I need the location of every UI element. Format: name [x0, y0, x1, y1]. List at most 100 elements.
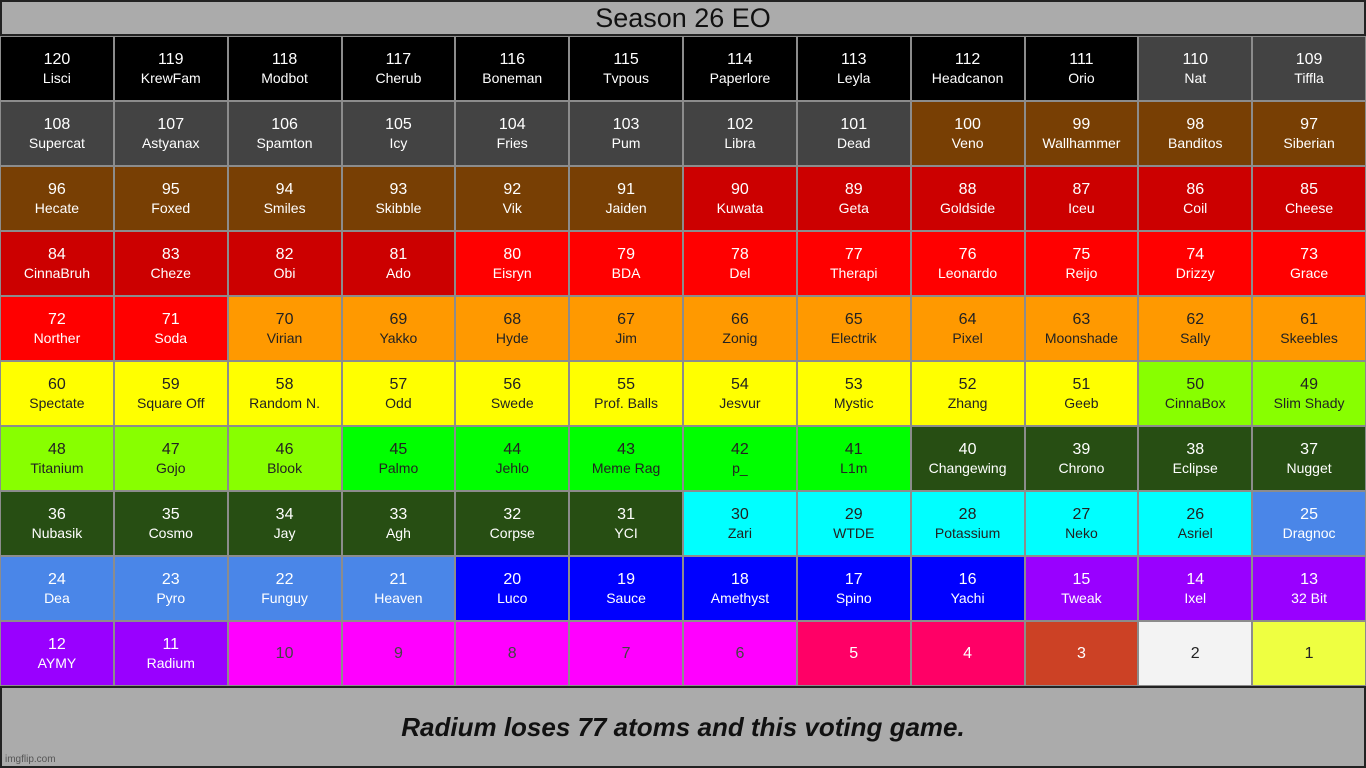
contestant-cell: 26 Asriel	[1138, 491, 1253, 556]
placement-number: 59	[161, 375, 180, 393]
contestant-cell: 101 Dead	[796, 101, 911, 166]
board-title: Season 26 EO	[595, 2, 771, 33]
contestant-cell: 53 Mystic	[796, 361, 911, 426]
contestant-cell: 109 Tiffla	[1252, 36, 1366, 101]
placement-number: 43	[617, 440, 635, 458]
contestant-name: Spino	[835, 589, 872, 606]
placement-number: 63	[1072, 310, 1091, 328]
placement-number: 3	[1076, 644, 1086, 662]
contestant-name: Nat	[1184, 69, 1207, 86]
contestant-name: Cosmo	[148, 524, 193, 541]
placement-number: 115	[613, 50, 639, 68]
contestant-name: WTDE	[833, 524, 875, 541]
contestant-cell: 2	[1138, 621, 1253, 686]
contestant-name: Square Off	[137, 394, 205, 411]
contestant-cell: 79 BDA	[569, 231, 683, 296]
contestant-name: Lisci	[42, 69, 71, 86]
contestant-name: BDA	[611, 264, 641, 281]
contestant-name: Eclipse	[1172, 459, 1218, 476]
contestant-name: Spamton	[256, 134, 313, 151]
contestant-name: Meme Rag	[591, 459, 661, 476]
contestant-name: Prof. Balls	[594, 394, 658, 411]
contestant-name: Mystic	[833, 394, 874, 411]
placement-number: 71	[161, 310, 180, 328]
contestant-name: Electrik	[830, 329, 877, 346]
contestant-cell: 9	[341, 621, 456, 686]
contestant-cell: 120 Lisci	[0, 36, 114, 101]
placement-number: 27	[1072, 505, 1091, 523]
contestant-name: Pum	[611, 134, 641, 151]
contestant-name: p_	[732, 459, 748, 476]
placement-number: 82	[275, 245, 294, 263]
placement-number: 48	[48, 440, 66, 458]
placement-number: 14	[1186, 570, 1205, 588]
placement-number: 56	[503, 375, 522, 393]
contestant-cell: 99 Wallhammer	[1024, 101, 1139, 166]
contestant-cell: 100 Veno	[910, 101, 1025, 166]
contestant-name: Modbot	[261, 69, 308, 86]
placement-number: 120	[43, 50, 71, 68]
placement-number: 35	[161, 505, 180, 523]
contestant-cell: 110 Nat	[1138, 36, 1253, 101]
contestant-cell: 58 Random N.	[227, 361, 342, 426]
placement-number: 52	[958, 375, 977, 393]
contestant-cell: 8	[455, 621, 570, 686]
contestant-name: Libra	[724, 134, 756, 151]
contestant-cell: 85 Cheese	[1252, 166, 1366, 231]
contestant-cell: 54 Jesvur	[683, 361, 797, 426]
contestant-cell: 114 Paperlore	[683, 36, 797, 101]
contestant-name: Banditos	[1168, 134, 1223, 151]
contestant-cell: 14 Ixel	[1138, 556, 1253, 621]
placement-number: 97	[1300, 115, 1318, 133]
contestant-name: Sally	[1180, 329, 1211, 346]
placement-number: 85	[1300, 180, 1318, 198]
contestant-cell: 36 Nubasik	[0, 491, 114, 556]
contestant-name: Nugget	[1286, 459, 1332, 476]
contestant-cell: 52 Zhang	[910, 361, 1025, 426]
placement-number: 112	[954, 50, 981, 68]
contestant-cell: 59 Square Off	[113, 361, 228, 426]
placement-number: 60	[48, 375, 66, 393]
contestant-name: Spectate	[29, 394, 85, 411]
placement-number: 105	[385, 115, 412, 133]
placement-number: 66	[731, 310, 749, 328]
placement-number: 111	[1069, 50, 1094, 68]
contestant-cell: 45 Palmo	[341, 426, 456, 491]
placement-number: 104	[498, 115, 526, 133]
placement-number: 100	[954, 115, 981, 133]
contestant-name: Titanium	[30, 459, 84, 476]
placement-number: 110	[1182, 50, 1208, 68]
placement-number: 40	[958, 440, 977, 458]
contestant-name: Headcanon	[931, 69, 1004, 86]
placement-number: 7	[621, 644, 631, 662]
placement-number: 116	[499, 50, 525, 68]
contestant-name: Potassium	[934, 524, 1001, 541]
contestant-name: Paperlore	[709, 69, 771, 86]
placement-number: 34	[275, 505, 294, 523]
placement-number: 22	[275, 570, 294, 588]
contestant-name: Astyanax	[141, 134, 200, 151]
contestant-name: Slim Shady	[1273, 394, 1345, 411]
contestant-cell: 37 Nugget	[1252, 426, 1366, 491]
contestant-cell: 24 Dea	[0, 556, 114, 621]
contestant-cell: 40 Changewing	[910, 426, 1025, 491]
placement-number: 5	[849, 644, 859, 662]
contestant-cell: 66 Zonig	[683, 296, 797, 361]
placement-number: 54	[731, 375, 749, 393]
contestant-cell: 35 Cosmo	[113, 491, 228, 556]
placement-number: 74	[1186, 245, 1205, 263]
contestant-name: Sauce	[606, 589, 646, 606]
contestant-cell: 61 Skeebles	[1252, 296, 1366, 361]
contestant-name: Icy	[389, 134, 408, 151]
placement-number: 33	[389, 505, 408, 523]
contestant-name: Del	[729, 264, 751, 281]
contestant-cell: 50 CinnaBox	[1138, 361, 1253, 426]
contestant-cell: 118 Modbot	[227, 36, 342, 101]
contestant-cell: 4	[910, 621, 1025, 686]
contestant-cell: 33 Agh	[341, 491, 456, 556]
contestant-name: Wallhammer	[1042, 134, 1121, 151]
footer-banner: Radium loses 77 atoms and this voting ga…	[0, 686, 1366, 768]
contestant-name: Luco	[497, 589, 528, 606]
placement-number: 49	[1300, 375, 1318, 393]
placement-number: 89	[844, 180, 863, 198]
